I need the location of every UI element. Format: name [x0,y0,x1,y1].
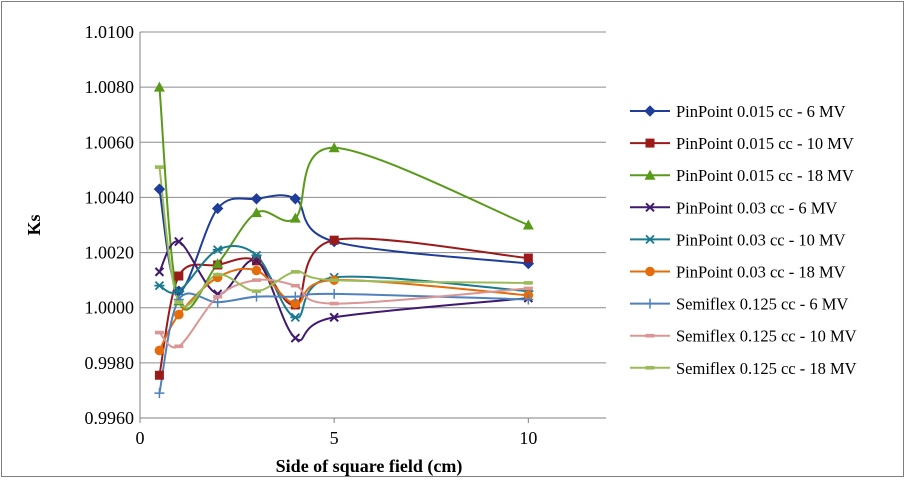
y-axis-title: Ks [24,214,44,235]
data-point [174,344,184,349]
legend-item: PinPoint 0.015 cc - 10 MV [630,134,854,153]
data-point [329,301,339,306]
y-tick-labels: 0.9960 0.9980 1.0000 1.0020 1.0040 1.0060 1.00… [85,22,135,428]
data-point [252,278,261,282]
data-point [211,202,224,215]
data-point [174,271,184,281]
legend-marker [644,105,656,117]
legend-item: PinPoint 0.03 cc - 10 MV [630,230,846,249]
x-axis-title: Side of square field (cm) [276,456,463,477]
data-point [290,298,301,309]
data-point [329,235,339,245]
data-point [154,267,165,277]
legend-label: Semiflex 0.125 cc - 10 MV [676,327,857,346]
legend-item: Semiflex 0.125 cc - 18 MV [630,359,857,378]
data-point [329,288,340,299]
y-tick-label: 1.0060 [85,132,135,152]
legend-marker [645,298,655,309]
data-point [290,270,300,274]
data-point [329,278,339,282]
data-point [153,183,166,195]
legend-marker [645,333,655,338]
data-point [154,330,164,335]
x-tick-labels: 0 5 10 [136,428,538,448]
data-point [154,281,165,291]
data-point [289,193,302,205]
data-point [154,370,164,380]
data-point [523,294,534,305]
legend-marker [644,169,656,180]
legend-label: PinPoint 0.03 cc - 10 MV [676,230,846,249]
series-lines [158,87,529,394]
y-tick-label: 0.9980 [85,353,135,373]
x-tick-label: 0 [136,428,145,448]
data-point [250,193,263,205]
legend-label: PinPoint 0.03 cc - 18 MV [676,263,846,282]
data-point [174,236,184,247]
data-point [290,333,301,343]
data-point [523,253,533,263]
y-tick-label: 1.0040 [85,187,135,207]
data-point [251,291,262,302]
data-point [290,283,300,288]
data-point [523,281,533,285]
data-point [173,286,184,296]
legend-item: Semiflex 0.125 cc - 6 MV [630,295,848,314]
y-tick-label: 1.0080 [85,77,135,97]
legend-label: Semiflex 0.125 cc - 6 MV [676,295,848,314]
data-point [289,212,301,223]
legend-item: Semiflex 0.125 cc - 10 MV [630,327,857,346]
data-point [213,294,223,299]
data-point [154,388,165,399]
series-line-7 [158,292,529,394]
series-markers [153,81,535,399]
legend-item: PinPoint 0.015 cc - 18 MV [630,166,854,185]
x-tick-label: 5 [330,428,339,448]
data-point [290,312,301,323]
legend-label: PinPoint 0.03 cc - 6 MV [676,198,837,217]
data-point [154,345,165,356]
legend-item: PinPoint 0.015 cc - 6 MV [630,102,846,121]
legend-item: PinPoint 0.03 cc - 18 MV [630,263,846,282]
legend-label: PinPoint 0.015 cc - 10 MV [676,134,854,153]
data-point [174,300,184,304]
y-tick-label: 1.0100 [85,22,135,42]
data-point [290,291,301,302]
y-tick-label: 0.9960 [85,408,135,428]
legend-marker [645,366,655,370]
gridlines [140,31,606,364]
data-point [328,142,340,153]
legend-marker [645,266,655,277]
data-point [212,245,223,255]
data-point [174,309,184,320]
data-point [251,250,262,260]
data-point [252,289,261,293]
x-tick-label: 10 [519,428,537,448]
data-point [212,258,224,269]
data-point [251,207,262,218]
data-point [329,312,339,323]
legend-marker [645,202,655,213]
legend-label: Semiflex 0.125 cc - 18 MV [676,359,857,378]
y-tick-label: 1.0020 [85,243,135,263]
legend: PinPoint 0.015 cc - 6 MV PinPoint 0.015 c… [630,102,857,378]
data-point [251,265,262,276]
data-point [212,297,223,308]
data-point [154,165,164,169]
data-point [153,81,165,92]
legend-marker [645,234,655,245]
legend-marker [645,138,655,148]
legend-label: PinPoint 0.015 cc - 18 MV [676,166,854,185]
y-tick-label: 1.0000 [85,298,135,318]
axes [139,32,606,423]
data-point [523,286,533,291]
data-point [213,272,223,277]
data-point [522,219,534,230]
legend-item: PinPoint 0.03 cc - 6 MV [630,198,837,217]
legend-label: PinPoint 0.015 cc - 6 MV [676,102,846,121]
